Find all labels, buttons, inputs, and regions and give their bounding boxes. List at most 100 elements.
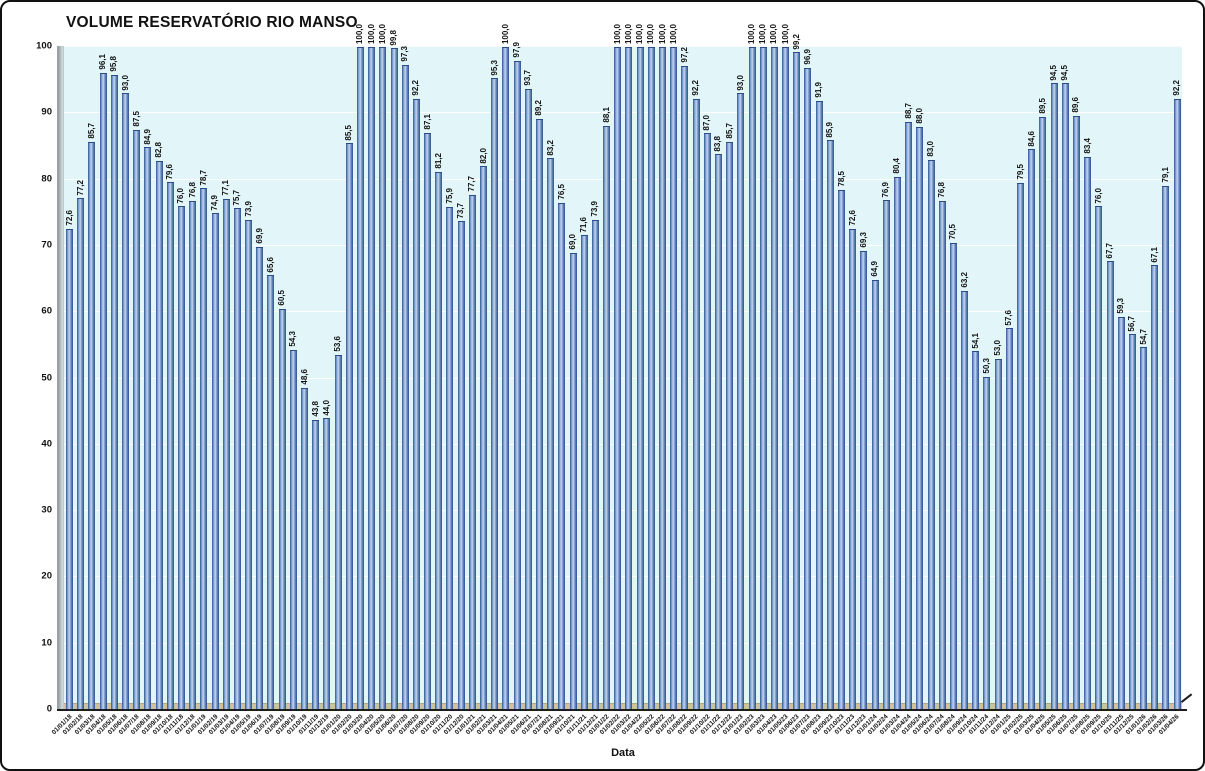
bar [524, 88, 532, 710]
bar-value-label: 69,3 [858, 231, 868, 248]
bar-cell: 65,6 [265, 47, 276, 710]
bar-value-label: 75,7 [232, 189, 242, 206]
y-tick-label: 40 [41, 438, 52, 450]
bar [99, 72, 107, 710]
bar [1162, 185, 1170, 710]
bar-value-label: 100,0 [635, 23, 645, 44]
bar-value-label: 93,0 [120, 74, 130, 91]
bar [66, 228, 74, 710]
bar [401, 64, 409, 710]
bar-cell: 100,0 [366, 24, 377, 710]
bar-cell: 82,0 [478, 47, 489, 710]
bar-cell: 89,2 [534, 47, 545, 710]
bar-cell: 84,9 [142, 47, 153, 710]
bar [927, 159, 935, 710]
bar [1128, 334, 1136, 710]
bar-value-label: 65,6 [265, 256, 275, 273]
bar-cell: 85,9 [825, 47, 836, 710]
bar-value-label: 75,9 [444, 188, 454, 204]
bar-value-label: 79,6 [165, 163, 175, 180]
bar [770, 47, 778, 710]
bar [670, 47, 678, 710]
bar-cell: 92,2 [691, 47, 702, 710]
bar [1151, 265, 1159, 710]
bar [323, 418, 331, 710]
bar-value-label: 57,6 [1004, 309, 1014, 326]
bar [110, 74, 118, 710]
bar-value-label: 78,7 [198, 169, 208, 186]
bar-cell: 69,3 [858, 47, 869, 710]
bar [390, 48, 398, 710]
bar [860, 250, 868, 710]
bar-value-label: 83,8 [713, 135, 723, 152]
bar-cell: 74,9 [209, 47, 220, 710]
bar [748, 47, 756, 710]
bars-layer: 72,6 77,2 85,7 96,1 95,8 93,0 87,5 84,9 82,8 79,6… [64, 24, 1182, 710]
bar-cell: 67,1 [1149, 47, 1160, 710]
bar-value-label: 95,3 [489, 59, 499, 76]
bar [267, 275, 275, 710]
bar-cell: 63,2 [959, 47, 970, 710]
bar-value-label: 70,5 [948, 224, 958, 240]
bar-value-label: 64,9 [870, 261, 880, 277]
bar-cell: 56,7 [1127, 47, 1138, 710]
bar-value-label: 97,9 [512, 42, 522, 58]
bar [972, 351, 980, 710]
bar-cell: 67,7 [1104, 47, 1115, 710]
bar-cell: 43,8 [310, 47, 321, 710]
bar-value-label: 92,2 [691, 80, 701, 96]
bar-cell: 44,0 [321, 47, 332, 710]
y-tick-label: 80 [41, 173, 52, 185]
bar-cell: 89,5 [1037, 47, 1048, 710]
bar-value-label: 80,4 [892, 158, 902, 174]
bar [994, 358, 1002, 710]
bar-value-label: 77,2 [75, 179, 85, 196]
bar-value-label: 82,8 [154, 142, 164, 159]
bar [468, 194, 476, 710]
bar-value-label: 78,5 [836, 170, 846, 187]
gridline [64, 244, 1182, 246]
bar-cell: 88,1 [601, 47, 612, 710]
bar-cell: 69,0 [567, 47, 578, 710]
bar-cell: 100,0 [355, 24, 366, 710]
bar-cell: 72,6 [847, 47, 858, 710]
bar-value-label: 85,5 [344, 124, 354, 141]
bar [1017, 182, 1025, 710]
bar-cell: 96,1 [98, 47, 109, 710]
gridline [64, 178, 1182, 180]
bar [580, 235, 588, 710]
bar-cell: 69,9 [254, 47, 265, 710]
bar-value-label: 76,8 [187, 182, 197, 198]
bar-value-label: 94,5 [1049, 64, 1059, 81]
bar-cell: 99,2 [791, 34, 802, 710]
bar-cell: 57,6 [1004, 47, 1015, 710]
bar-value-label: 43,8 [310, 401, 320, 417]
bar [1072, 115, 1080, 710]
bar-value-label: 63,2 [959, 272, 969, 288]
bar-cell: 92,2 [411, 47, 422, 710]
bar-cell: 72,6 [64, 47, 75, 710]
bar-cell: 91,9 [814, 47, 825, 710]
plot-area: 72,6 77,2 85,7 96,1 95,8 93,0 87,5 84,9 82,8 79,6… [64, 24, 1182, 710]
bar-value-label: 89,6 [1071, 97, 1081, 113]
y-tick-label: 0 [46, 703, 52, 715]
plot-floor-3d [64, 703, 1182, 710]
bar-cell: 100,0 [623, 24, 634, 710]
bar-value-label: 89,5 [1037, 98, 1047, 114]
bar-cell: 100,0 [377, 24, 388, 710]
bar-value-label: 100,0 [758, 23, 768, 44]
bar [804, 67, 812, 710]
bar-value-label: 95,8 [109, 56, 119, 72]
bar-value-label: 72,6 [847, 210, 857, 226]
bar [1028, 149, 1036, 710]
bar-cell: 100,0 [758, 24, 769, 710]
bar-cell: 87,5 [131, 47, 142, 710]
bar-value-label: 54,1 [970, 332, 980, 349]
bar [491, 78, 499, 710]
y-tick-label: 20 [41, 570, 52, 582]
bar [949, 242, 957, 710]
bar-value-label: 84,6 [1026, 130, 1036, 147]
bar [961, 290, 969, 710]
bar-value-label: 79,5 [1015, 164, 1025, 180]
bar [793, 52, 801, 710]
